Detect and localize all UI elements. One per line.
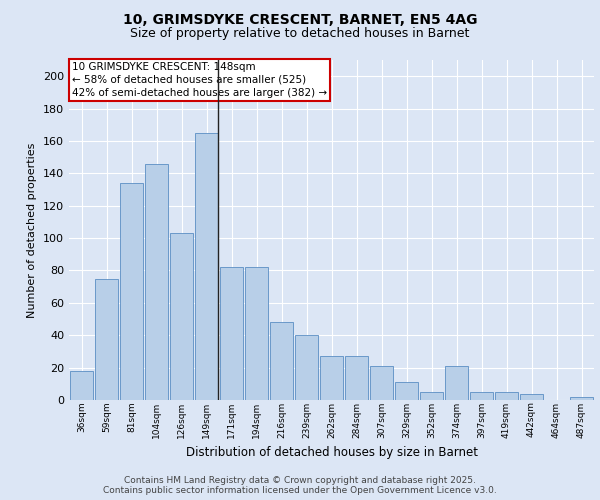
Bar [395,382,418,400]
Bar [220,267,243,400]
Bar [495,392,518,400]
Text: 10, GRIMSDYKE CRESCENT, BARNET, EN5 4AG: 10, GRIMSDYKE CRESCENT, BARNET, EN5 4AG [123,12,477,26]
Bar [170,233,193,400]
Bar [420,392,443,400]
Bar [370,366,393,400]
Text: Contains HM Land Registry data © Crown copyright and database right 2025.
Contai: Contains HM Land Registry data © Crown c… [103,476,497,495]
Text: 10 GRIMSDYKE CRESCENT: 148sqm
← 58% of detached houses are smaller (525)
42% of : 10 GRIMSDYKE CRESCENT: 148sqm ← 58% of d… [71,62,327,98]
Bar [120,183,143,400]
Text: Size of property relative to detached houses in Barnet: Size of property relative to detached ho… [130,28,470,40]
Bar [195,133,218,400]
X-axis label: Distribution of detached houses by size in Barnet: Distribution of detached houses by size … [185,446,478,459]
Bar [570,397,593,400]
Bar [70,371,93,400]
Y-axis label: Number of detached properties: Number of detached properties [28,142,37,318]
Bar [95,278,118,400]
Bar [445,366,468,400]
Bar [295,335,318,400]
Bar [270,322,293,400]
Bar [345,356,368,400]
Bar [245,267,268,400]
Bar [470,392,493,400]
Bar [520,394,543,400]
Bar [145,164,168,400]
Bar [320,356,343,400]
